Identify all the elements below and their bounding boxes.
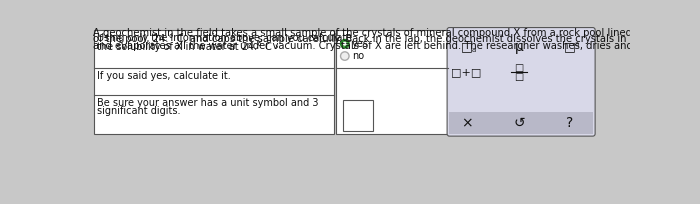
Bar xyxy=(449,112,593,134)
Text: a: a xyxy=(575,41,579,47)
Circle shape xyxy=(343,42,346,46)
Text: ?: ? xyxy=(566,116,573,130)
Circle shape xyxy=(340,52,349,60)
Text: the solubility of X in water at 24.° C ›: the solubility of X in water at 24.° C › xyxy=(97,42,279,52)
Text: of the pool, 24.° C, and caps the sample carefully. Back in the lab, the geochem: of the pool, 24.° C, and caps the sample… xyxy=(93,34,700,44)
Text: yes: yes xyxy=(352,39,369,49)
Circle shape xyxy=(340,40,349,48)
Text: a: a xyxy=(471,47,475,53)
Text: □: □ xyxy=(514,72,524,82)
Text: and evaporates all the water under vacuum. Crystals of X are left behind. The re: and evaporates all the water under vacuu… xyxy=(93,41,700,51)
FancyBboxPatch shape xyxy=(447,28,595,136)
Text: □: □ xyxy=(564,40,575,53)
Bar xyxy=(94,30,334,134)
Text: A geochemist in the field takes a small sample of the crystals of mineral compou: A geochemist in the field takes a small … xyxy=(93,28,700,38)
Text: Using only the information above, can you calculate: Using only the information above, can yo… xyxy=(97,33,352,43)
Text: ×: × xyxy=(461,116,473,130)
Bar xyxy=(343,100,372,131)
Text: If you said yes, calculate it.: If you said yes, calculate it. xyxy=(97,71,230,81)
Text: ↺: ↺ xyxy=(513,116,525,130)
Text: □: □ xyxy=(461,40,473,53)
Text: μ: μ xyxy=(514,40,524,54)
Text: no: no xyxy=(352,51,364,61)
Text: significant digits.: significant digits. xyxy=(97,106,181,116)
Text: □+□: □+□ xyxy=(452,67,482,77)
Text: □: □ xyxy=(514,63,524,73)
Text: Be sure your answer has a unit symbol and 3: Be sure your answer has a unit symbol an… xyxy=(97,98,318,108)
Bar xyxy=(335,30,448,134)
